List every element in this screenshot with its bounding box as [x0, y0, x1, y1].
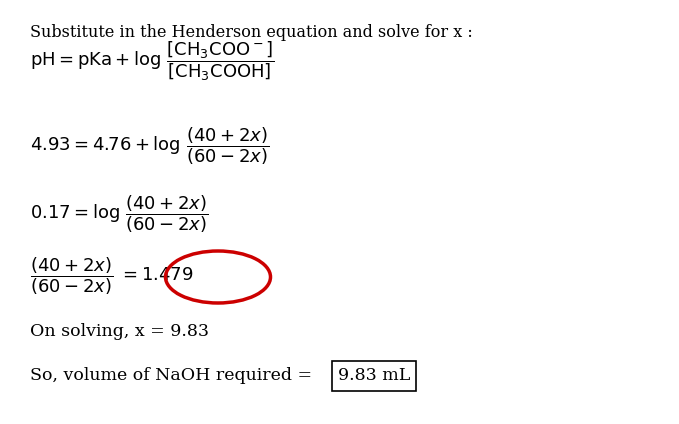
Text: So, volume of NaOH required =: So, volume of NaOH required =: [30, 368, 318, 385]
Text: $\mathrm{4.93 = 4.76 + log}\ \dfrac{(40+2x)}{(60-2x)}$: $\mathrm{4.93 = 4.76 + log}\ \dfrac{(40+…: [30, 125, 270, 167]
Text: $\mathrm{pH = pKa + log}\ \dfrac{[\mathrm{CH_3COO^-}]}{[\mathrm{CH_3COOH}]}$: $\mathrm{pH = pKa + log}\ \dfrac{[\mathr…: [30, 39, 274, 83]
Text: $\mathrm{0.17 = log}\ \dfrac{(40+2x)}{(60-2x)}$: $\mathrm{0.17 = log}\ \dfrac{(40+2x)}{(6…: [30, 193, 208, 235]
Text: 9.83 mL: 9.83 mL: [338, 368, 410, 385]
Text: $\dfrac{(40+2x)}{(60-2x)}\ \mathrm{= 1.479}$: $\dfrac{(40+2x)}{(60-2x)}\ \mathrm{= 1.4…: [30, 255, 194, 297]
Text: On solving, x = 9.83: On solving, x = 9.83: [30, 323, 209, 340]
Text: Substitute in the Henderson equation and solve for x :: Substitute in the Henderson equation and…: [30, 24, 473, 41]
